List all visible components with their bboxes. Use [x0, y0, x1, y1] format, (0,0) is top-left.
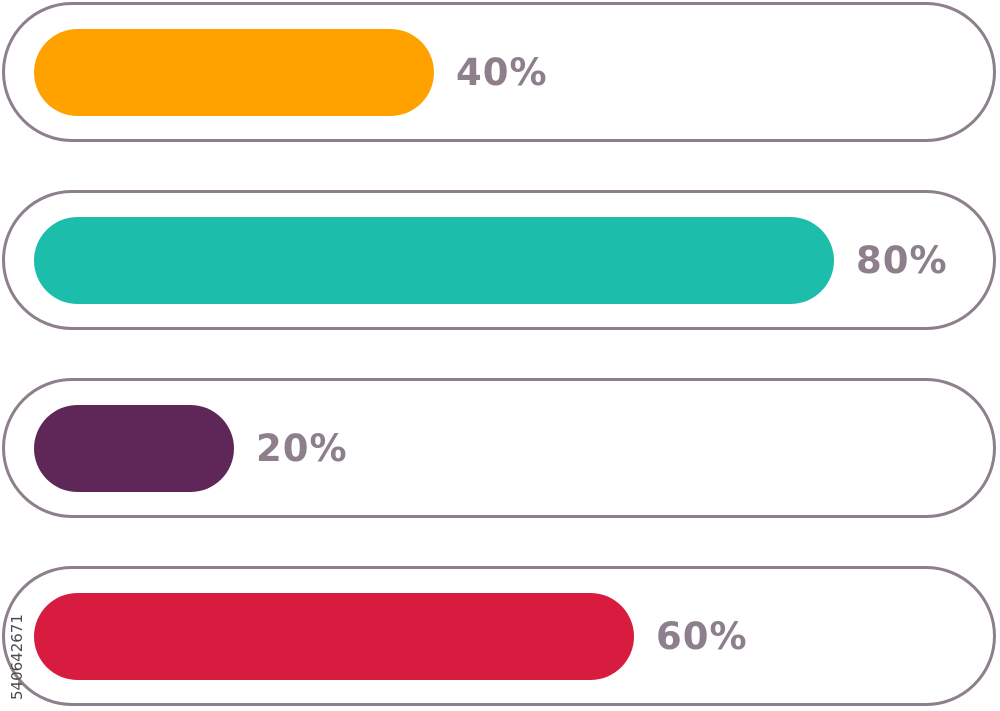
- stock-id-text: 540642671: [8, 614, 26, 700]
- progress-fill-3: [34, 405, 234, 492]
- progress-track-3: 20%: [2, 378, 996, 518]
- progress-fill-1: [34, 29, 434, 116]
- progress-fill-2: [34, 217, 834, 304]
- progress-label-4: 60%: [656, 615, 748, 658]
- progress-fill-4: [34, 593, 634, 680]
- progress-label-2: 80%: [856, 239, 948, 282]
- progress-track-1: 40%: [2, 2, 996, 142]
- progress-label-1: 40%: [456, 51, 548, 94]
- stock-id-watermark: 540642671: [8, 470, 38, 700]
- progress-track-2: 80%: [2, 190, 996, 330]
- progress-label-3: 20%: [256, 427, 348, 470]
- progress-track-4: 60%: [2, 566, 996, 706]
